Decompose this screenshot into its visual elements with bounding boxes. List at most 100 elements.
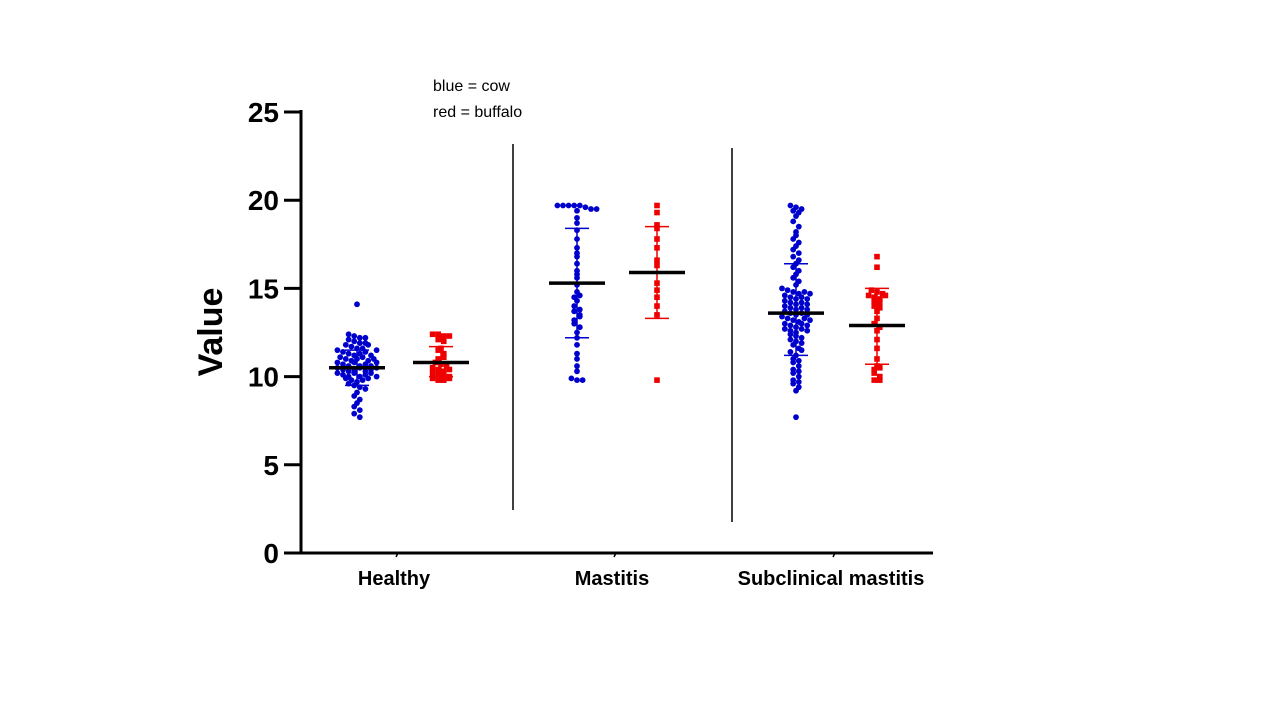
cow-point — [554, 202, 561, 209]
cow-point — [798, 294, 805, 301]
cow-point — [798, 326, 805, 332]
cow-point — [576, 202, 583, 209]
cow-point — [804, 301, 811, 308]
buffalo-point — [435, 347, 441, 353]
buffalo-point — [441, 368, 447, 375]
cow-point — [787, 349, 794, 355]
cow-point — [804, 322, 811, 329]
cow-point — [560, 202, 566, 209]
cow-point — [804, 306, 811, 313]
buffalo-point — [654, 202, 660, 209]
cow-point — [574, 350, 580, 357]
cow-point — [795, 250, 802, 257]
cow-point — [365, 341, 372, 348]
buffalo-point — [435, 336, 441, 343]
buffalo-point — [871, 377, 877, 383]
cow-point — [576, 313, 583, 320]
cow-point — [342, 356, 349, 362]
cow-point — [565, 202, 572, 209]
buffalo-point — [877, 296, 883, 302]
cow-point — [795, 363, 802, 369]
buffalo-point — [871, 303, 877, 309]
buffalo-point — [871, 294, 877, 301]
x-tick-mark — [395, 552, 399, 558]
y-tick-label: 20 — [248, 185, 279, 216]
y-tick-label: 5 — [263, 450, 279, 481]
cow-point — [790, 236, 797, 242]
cow-point — [368, 370, 374, 376]
cow-point — [362, 361, 369, 368]
cow-point — [345, 368, 352, 375]
cow-point — [787, 336, 794, 343]
cow-point — [790, 317, 797, 324]
cow-point — [574, 341, 580, 348]
cow-point — [571, 320, 578, 327]
buffalo-point — [882, 292, 889, 299]
buffalo-point — [446, 333, 453, 339]
y-tick-label: 15 — [248, 273, 279, 304]
y-axis-label: Value — [192, 288, 230, 377]
cow-point — [351, 393, 358, 399]
cow-point — [574, 214, 580, 221]
cow-point — [588, 206, 594, 212]
cow-point — [807, 290, 813, 297]
cow-point — [787, 322, 794, 329]
cow-point — [801, 289, 808, 295]
cow-point — [790, 359, 797, 366]
buffalo-point — [654, 222, 660, 228]
cow-point — [790, 246, 797, 253]
buffalo-point — [871, 297, 877, 304]
cow-point — [576, 292, 583, 299]
cow-point — [784, 287, 791, 294]
cow-point — [571, 303, 578, 309]
y-tick-label: 0 — [263, 538, 279, 569]
cow-point — [795, 357, 802, 364]
buffalo-point — [871, 366, 877, 373]
cow-point — [571, 202, 578, 209]
cow-point — [334, 347, 341, 354]
cow-point — [779, 313, 785, 320]
buffalo-point — [654, 209, 660, 216]
buffalo-point — [874, 264, 880, 271]
cow-point — [574, 356, 580, 362]
buffalo-point — [429, 375, 436, 382]
x-tick-label: Healthy — [358, 568, 431, 590]
cow-point — [798, 340, 805, 346]
data-points — [334, 202, 889, 421]
cow-point — [781, 326, 788, 332]
cow-point — [798, 334, 805, 341]
buffalo-point — [441, 377, 447, 383]
cow-point — [793, 414, 799, 421]
y-tick-label: 25 — [248, 97, 279, 128]
cow-point — [356, 334, 363, 341]
cow-point — [790, 289, 797, 295]
cow-point — [356, 414, 363, 421]
cow-point — [340, 361, 346, 368]
cow-point — [574, 377, 580, 384]
cow-point — [337, 354, 344, 361]
cow-point — [790, 253, 797, 260]
cow-point — [348, 343, 355, 350]
x-tick-mark — [832, 552, 836, 558]
cow-point — [790, 341, 797, 348]
cow-point — [798, 304, 805, 311]
cow-point — [351, 359, 358, 366]
buffalo-point — [429, 370, 436, 376]
cow-point — [787, 299, 794, 306]
cow-point — [787, 202, 794, 209]
cow-point — [807, 317, 813, 324]
cow-point — [798, 347, 805, 354]
cow-point — [351, 403, 358, 410]
legend-note-cow: blue = cow — [433, 78, 510, 95]
cow-point — [795, 368, 802, 375]
buffalo-point — [441, 354, 447, 360]
cow-point — [779, 285, 785, 292]
buffalo-point — [435, 372, 441, 378]
buffalo-point — [435, 366, 441, 373]
cow-point — [342, 341, 349, 348]
cow-point — [795, 373, 802, 380]
buffalo-point — [877, 305, 883, 311]
cow-point — [351, 410, 358, 417]
cow-point — [804, 327, 811, 334]
